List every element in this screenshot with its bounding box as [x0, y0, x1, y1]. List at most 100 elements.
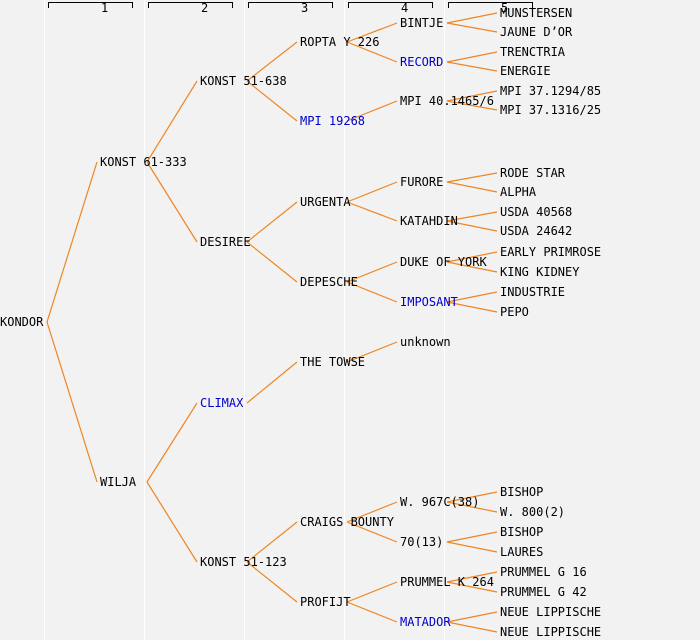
- generation-bracket: [348, 2, 433, 8]
- pedigree-node-dy4: DUKE OF YORK: [400, 255, 487, 269]
- edge-line: [446, 172, 498, 183]
- column-divider: [44, 0, 45, 640]
- pedigree-node-c2[interactable]: CLIMAX: [200, 396, 244, 410]
- edge-line: [146, 481, 198, 563]
- pedigree-node-u3: URGENTA: [300, 195, 351, 209]
- column-divider: [244, 0, 245, 640]
- pedigree-node-t3: THE TOWSE: [300, 355, 366, 369]
- pedigree-node-k2: KONST 51-638: [200, 74, 287, 88]
- column-divider: [344, 0, 345, 640]
- edge-line: [346, 521, 398, 543]
- edge-line: [346, 501, 398, 523]
- generation-label: 5: [501, 1, 509, 15]
- edge-line: [446, 61, 498, 72]
- edge-line: [346, 581, 398, 603]
- edge-line: [146, 402, 198, 483]
- pedigree-node-rc4[interactable]: RECORD: [400, 55, 444, 69]
- pedigree-node-mt4[interactable]: MATADOR: [400, 615, 451, 629]
- edge-line: [446, 491, 498, 503]
- edge-line: [446, 301, 498, 313]
- edge-line: [446, 12, 498, 24]
- edge-line: [446, 181, 498, 193]
- edge-line: [146, 80, 198, 163]
- pedigree-node-k1: KONST 61-333: [100, 155, 187, 169]
- pedigree-node-s4: 70(13): [400, 535, 444, 549]
- pedigree-node-cb3: CRAIGS BOUNTY: [300, 515, 394, 529]
- edge-line: [246, 241, 298, 283]
- edge-line: [446, 100, 498, 111]
- edge-line: [446, 90, 498, 102]
- pedigree-node-pk4: PRUMMEL K 264: [400, 575, 494, 589]
- generation-bracket: [148, 2, 233, 8]
- pedigree-node-kt4: KATAHDIN: [400, 214, 458, 228]
- edge-line: [446, 220, 498, 232]
- edge-line: [446, 541, 498, 553]
- edge-line: [446, 621, 498, 633]
- pedigree-node-b4: BINTJE: [400, 16, 444, 30]
- pedigree-node-un4: unknown: [400, 335, 451, 349]
- generation-label: 3: [301, 1, 309, 15]
- edge-line: [346, 281, 398, 303]
- edge-line: [446, 251, 498, 263]
- edge-line: [146, 161, 198, 243]
- pedigree-node-u15: USDA 40568: [500, 205, 573, 219]
- pedigree-node-al5: ALPHA: [500, 185, 537, 199]
- pedigree-node-w85: W. 800(2): [500, 505, 566, 519]
- pedigree-node-k0: KONDOR: [0, 315, 44, 329]
- pedigree-node-m3[interactable]: MPI 19268: [300, 114, 366, 128]
- edge-line: [246, 80, 298, 122]
- edge-line: [446, 531, 498, 543]
- pedigree-node-u25: USDA 24642: [500, 224, 573, 238]
- pedigree-node-m15: MPI 37.1294/85: [500, 84, 602, 98]
- pedigree-node-bi5b: BISHOP: [500, 525, 544, 539]
- pedigree-node-w4: W. 967C(38): [400, 495, 480, 509]
- generation-bracket: [448, 2, 533, 8]
- edge-line: [346, 22, 398, 43]
- edge-line: [446, 611, 498, 623]
- pedigree-node-ep5: EARLY PRIMROSE: [500, 245, 602, 259]
- pedigree-node-f4: FURORE: [400, 175, 444, 189]
- pedigree-node-nl5b: NEUE LIPPISCHE: [500, 625, 602, 639]
- edge-line: [346, 181, 398, 203]
- pedigree-node-p3: PROFIJT: [300, 595, 351, 609]
- pedigree-node-tr5: TRENCTRIA: [500, 45, 566, 59]
- pedigree-node-p25: PRUMMEL G 42: [500, 585, 587, 599]
- edge-line: [46, 321, 98, 483]
- edge-line: [446, 261, 498, 273]
- pedigree-node-r3: ROPTA Y 226: [300, 35, 380, 49]
- pedigree-node-mp4: MPI 40.1465/6: [400, 94, 494, 108]
- pedigree-node-im4[interactable]: IMPOSANT: [400, 295, 458, 309]
- pedigree-node-w1: WILJA: [100, 475, 137, 489]
- edge-line: [346, 261, 398, 283]
- pedigree-node-dp3: DEPESCHE: [300, 275, 358, 289]
- edge-line: [246, 41, 298, 82]
- pedigree-node-m25: MPI 37.1316/25: [500, 103, 602, 117]
- pedigree-node-d2: DESIREE: [200, 235, 251, 249]
- pedigree-node-pe5: PEPO: [500, 305, 529, 319]
- pedigree-node-bi5: BISHOP: [500, 485, 544, 499]
- generation-label: 1: [101, 1, 109, 15]
- generation-label: 4: [401, 1, 409, 15]
- edge-line: [346, 341, 398, 363]
- edge-line: [346, 201, 398, 222]
- column-divider: [444, 0, 445, 640]
- edge-line: [446, 51, 498, 63]
- generation-label: 2: [201, 1, 209, 15]
- edge-line: [446, 22, 498, 33]
- pedigree-node-la5: LAURES: [500, 545, 544, 559]
- generation-bracket: [248, 2, 333, 8]
- edge-line: [346, 601, 398, 623]
- edge-line: [446, 211, 498, 222]
- edge-line: [446, 291, 498, 303]
- pedigree-node-k2b: KONST 51-123: [200, 555, 287, 569]
- pedigree-node-mu5: MUNSTERSEN: [500, 6, 573, 20]
- edge-line: [246, 361, 298, 404]
- pedigree-node-kk5: KING KIDNEY: [500, 265, 580, 279]
- pedigree-node-ja5: JAUNE D’OR: [500, 25, 573, 39]
- pedigree-node-en5: ENERGIE: [500, 64, 551, 78]
- edge-line: [346, 41, 398, 63]
- pedigree-node-in5: INDUSTRIE: [500, 285, 566, 299]
- pedigree-node-rs5: RODE STAR: [500, 166, 566, 180]
